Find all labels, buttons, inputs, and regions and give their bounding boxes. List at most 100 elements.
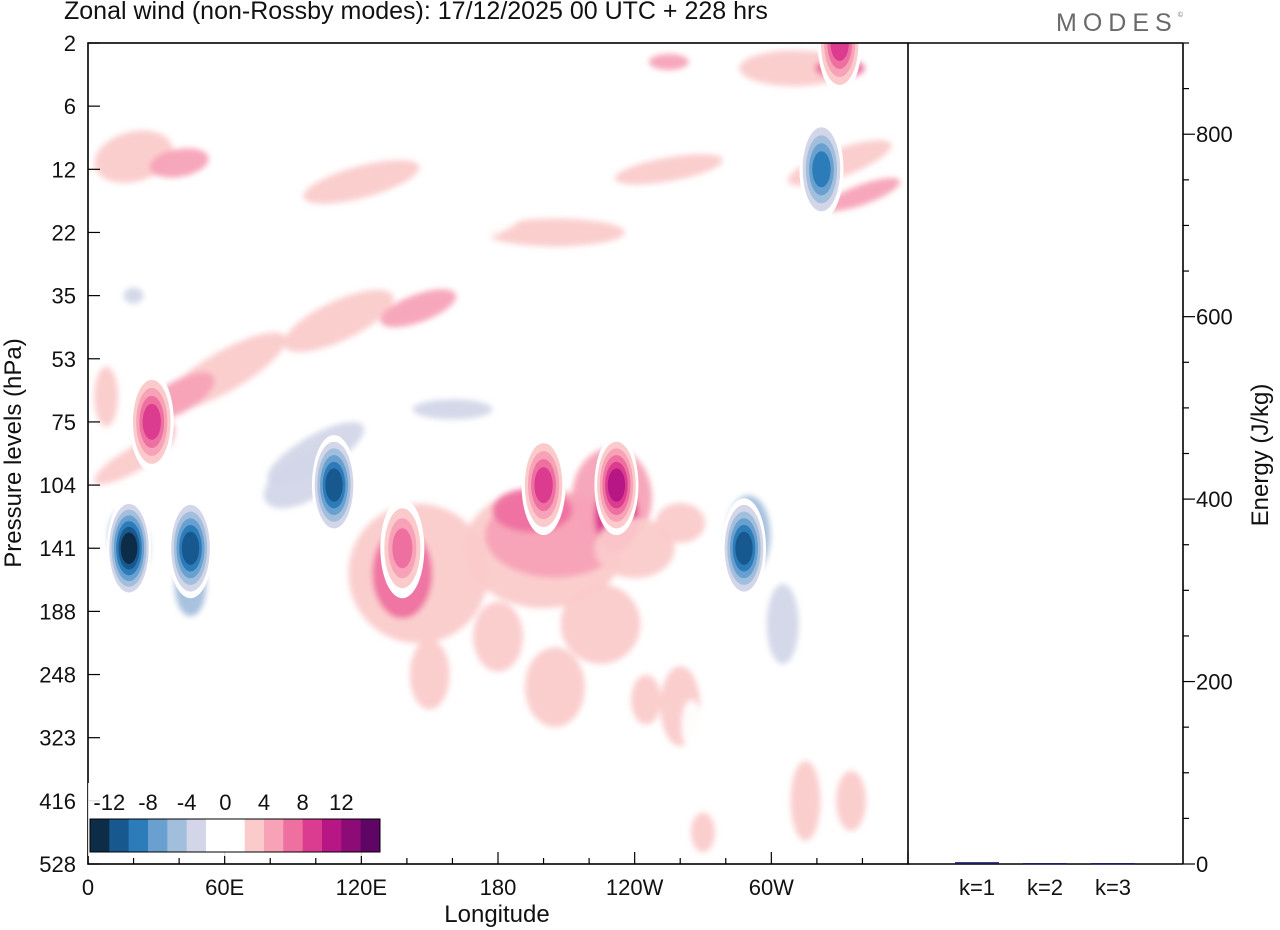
brand-mark: © [1177, 12, 1183, 19]
energy-bar [1091, 863, 1135, 865]
x-tick-label: 180 [480, 875, 517, 900]
contour-blob [858, 702, 889, 773]
energy-tick-label: 400 [1196, 487, 1233, 512]
contour-blob [681, 700, 702, 751]
x-axis-title: Longitude [444, 901, 549, 928]
contour-blob [234, 505, 284, 554]
energy-axis-title: Energy (J/kg) [1247, 384, 1274, 527]
x-axis: 0 60E 120E 180 120W 60W Longitude [82, 852, 909, 928]
contour-blob [149, 148, 209, 178]
contour-fill [88, 50, 908, 853]
energy-tick-label: 0 [1196, 852, 1208, 877]
contour-blob [524, 647, 585, 728]
colorbar-swatch [109, 819, 130, 852]
contour-blob [824, 177, 901, 212]
contour-blob [94, 366, 119, 427]
colorbar-swatch [264, 819, 284, 852]
extremum-core [325, 468, 343, 502]
energy-bar [955, 862, 999, 864]
contour-blob [581, 114, 711, 148]
contour-blob [283, 289, 394, 353]
colorbar-swatch [128, 819, 149, 852]
extremum-core [735, 531, 753, 565]
contour-blob [473, 601, 523, 672]
contour-blob [412, 399, 493, 420]
contour-blob [691, 812, 715, 853]
colorbar-tick-label: 8 [297, 790, 309, 815]
contour-blob [506, 143, 626, 170]
extremum-core [142, 403, 161, 440]
energy-tick-label: 200 [1196, 670, 1233, 695]
contour-blob [561, 399, 662, 420]
colorbar-tick-label: 4 [258, 790, 270, 815]
extremum-core [120, 532, 138, 564]
y-axis: 2 6 12 22 35 53 75 104 141 188 248 323 416 528 Pressur… [0, 31, 100, 877]
extremum-core [181, 531, 200, 565]
colorbar-swatch [148, 819, 168, 852]
colorbar: -12 -8 -4 0 4 8 12 [88, 783, 382, 856]
chart-title: Zonal wind (non-Rossby modes): 17/12/202… [64, 0, 768, 25]
y-tick-label: 75 [52, 410, 76, 435]
y-tick-label: 141 [39, 536, 76, 561]
colorbar-swatch [206, 819, 226, 852]
contour-blob [655, 502, 706, 543]
heatmap-contours [88, 43, 908, 853]
colorbar-swatch [225, 819, 246, 852]
energy-bar [1023, 863, 1067, 865]
y-tick-label: 22 [52, 220, 76, 245]
contour-blob [855, 265, 908, 326]
colorbar-swatch [283, 819, 304, 852]
contour-blob [648, 53, 689, 70]
colorbar-swatch [244, 819, 265, 852]
colorbar-swatch [360, 819, 381, 852]
x-tick-label: 60W [749, 875, 794, 900]
y-tick-label: 2 [64, 31, 76, 56]
x-tick-label: 0 [82, 875, 94, 900]
extremum-core [607, 468, 626, 502]
colorbar-tick-label: -4 [177, 790, 197, 815]
colorbar-swatch [322, 819, 342, 852]
colorbar-tick-label: 0 [219, 790, 231, 815]
contour-blob [123, 287, 144, 304]
contour-blob [484, 218, 625, 247]
y-tick-label: 6 [64, 94, 76, 119]
x-tick-label: 120E [336, 875, 387, 900]
energy-category-label: k=3 [1095, 875, 1131, 900]
x-tick-label: 60E [205, 875, 244, 900]
contour-blob [560, 584, 641, 665]
contour-blob [380, 289, 457, 328]
brand-logo: MODES© [1056, 9, 1183, 38]
contour-blob [144, 268, 215, 297]
colorbar-swatch [302, 819, 323, 852]
colorbar-tick-label: -8 [138, 790, 158, 815]
energy-tick-label: 600 [1196, 305, 1233, 330]
contour-blob [428, 212, 523, 252]
y-tick-label: 528 [39, 852, 76, 877]
y-tick-label: 416 [39, 789, 76, 814]
contour-blob [430, 76, 566, 124]
colorbar-swatch [186, 819, 207, 852]
colorbar-swatch [167, 819, 188, 852]
y-tick-label: 104 [39, 473, 76, 498]
colorbar-swatch [341, 819, 362, 852]
y-tick-label: 12 [52, 157, 76, 182]
brand-name: MODES [1056, 9, 1178, 37]
extremum-core [392, 528, 413, 569]
extremum-core [534, 467, 553, 504]
colorbar-tick-label: 12 [329, 790, 353, 815]
contour-blob [167, 54, 282, 108]
heatmap-frame [87, 42, 909, 865]
contour-blob [614, 154, 724, 185]
contour-blob [741, 304, 802, 325]
y-tick-label: 35 [52, 284, 76, 309]
energy-tick-label: 800 [1196, 122, 1233, 147]
y-tick-label: 53 [52, 347, 76, 372]
contour-blob [631, 674, 662, 725]
energy-axis: 0 200 400 600 800 Energy (J/kg) [1183, 42, 1274, 877]
extremum-core [812, 151, 831, 188]
contour-blob [303, 160, 420, 204]
contour-blob [836, 770, 867, 831]
contour-blob [766, 584, 799, 665]
y-axis-title: Pressure levels (hPa) [0, 338, 27, 567]
